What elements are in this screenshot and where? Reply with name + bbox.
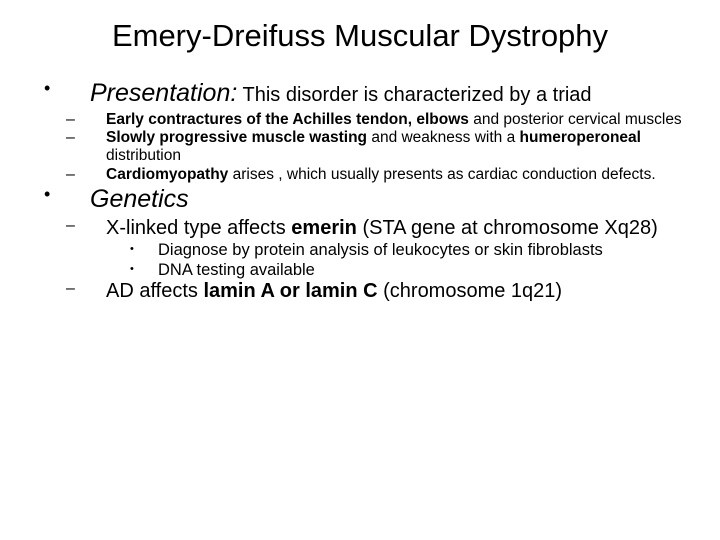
presentation-item-2-bold: Slowly progressive muscle wasting [106,129,367,146]
presentation-item-3-rest: arises , which usually presents as cardi… [228,166,655,183]
genetics-heading: Genetics [90,185,189,213]
genetics-xlinked: X-linked type affects emerin (STA gene a… [30,217,690,280]
top-bullet-list-2: Genetics [30,184,690,215]
presentation-item-3: Cardiomyopathy arises , which usually pr… [30,166,690,184]
genetics-ad: AD affects lamin A or lamin C (chromosom… [30,280,690,304]
genetics-sub-list: X-linked type affects emerin (STA gene a… [30,217,690,304]
slide: Emery-Dreifuss Muscular Dystrophy Presen… [0,0,720,540]
top-bullet-list: Presentation: This disorder is character… [30,78,690,109]
genetics-xlinked-dots: Diagnose by protein analysis of leukocyt… [106,241,690,281]
presentation-item-2-bold2: humeroperoneal [520,129,641,146]
presentation-item-2-rest: distribution [106,147,181,164]
presentation-item-1-bold: Early contractures of the Achilles tendo… [106,111,469,128]
genetics-xlinked-bold: emerin [291,217,357,239]
genetics-ad-lead: AD affects [106,280,203,302]
slide-title: Emery-Dreifuss Muscular Dystrophy [30,18,690,54]
genetics-bullet: Genetics [30,184,690,215]
presentation-bullet: Presentation: This disorder is character… [30,78,690,109]
presentation-item-2-mid: and weakness with a [367,129,520,146]
presentation-item-3-bold: Cardiomyopathy [106,166,228,183]
genetics-xlinked-rest: (STA gene at chromosome Xq28) [357,217,658,239]
genetics-xlinked-dot-2: DNA testing available [106,261,690,281]
genetics-xlinked-dot-1: Diagnose by protein analysis of leukocyt… [106,241,690,261]
presentation-item-2: Slowly progressive muscle wasting and we… [30,129,690,166]
genetics-xlinked-lead: X-linked type affects [106,217,291,239]
presentation-heading: Presentation: [90,79,237,107]
presentation-item-1-rest: and posterior cervical muscles [469,111,682,128]
genetics-ad-bold: lamin A or lamin C [203,280,377,302]
slide-body: Presentation: This disorder is character… [30,78,690,304]
genetics-ad-rest: (chromosome 1q21) [378,280,563,302]
presentation-item-1: Early contractures of the Achilles tendo… [30,111,690,129]
presentation-sub-list: Early contractures of the Achilles tendo… [30,111,690,184]
presentation-tail: This disorder is characterized by a tria… [237,84,591,106]
